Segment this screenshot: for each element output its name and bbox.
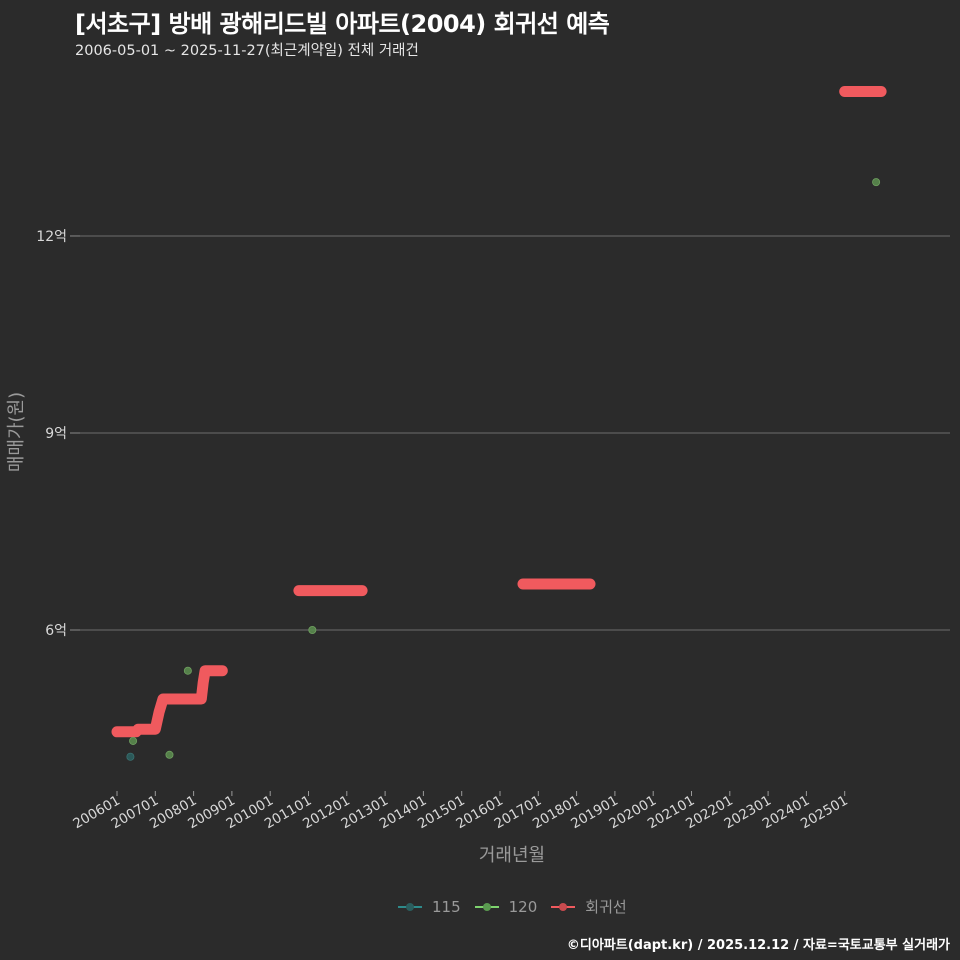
y-tick-label: 12억 [36,229,67,245]
legend-item-115: 115 [398,898,461,916]
data-point-120 [872,178,881,187]
data-point-120 [183,666,192,675]
regression-line [111,86,887,738]
data-point-120 [308,626,317,635]
y-tick-label: 9억 [45,426,67,442]
legend-label-regression: 회귀선 [585,898,627,916]
legend-label-120: 120 [508,897,538,916]
regression-segment [111,665,228,738]
legend-label-115: 115 [432,897,461,916]
y-axis-ticks: 6억 9억 12억 [36,229,80,639]
source-credit: ©디아파트(dapt.kr) / 2025.12.12 / 자료=국토교통부 실… [566,938,950,953]
x-axis-title: 거래년월 [479,845,545,866]
legend-key-120-icon [474,900,499,914]
chart-legend: 115 120 회귀선 [398,896,633,917]
y-axis-title: 매매가(원) [6,392,27,472]
y-tick-label: 6억 [45,623,67,639]
legend-key-regression-icon [551,900,576,914]
legend-key-115-icon [398,900,422,914]
chart-title: [서초구] 방배 광해리드빌 아파트(2004) 회귀선 예측 [75,10,610,38]
legend-item-120: 120 [474,897,538,916]
legend-item-regression: 회귀선 [551,896,627,917]
data-point-120 [129,736,138,745]
data-point-115 [126,752,135,761]
x-axis-ticks: 2006012007012008012009012010012011012012… [70,791,851,832]
data-point-120 [165,750,174,759]
data-points [126,178,881,761]
chart-subtitle: 2006-05-01 ~ 2025-11-27(최근계약일) 전체 거래건 [75,43,419,59]
y-gridlines [80,235,950,631]
